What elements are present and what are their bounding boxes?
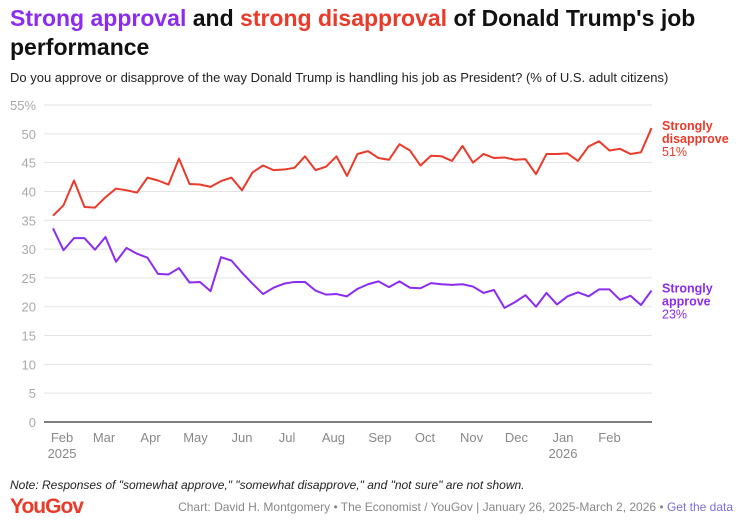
chart-credit: Chart: David H. Montgomery • The Economi…	[178, 500, 733, 514]
x-tick-label: Apr	[140, 430, 161, 445]
y-tick-label: 20	[22, 300, 36, 315]
x-tick-year: 2025	[48, 446, 77, 461]
y-tick-label: 10	[22, 357, 36, 372]
y-tick-label: 5	[29, 386, 36, 401]
title-and: and	[186, 5, 241, 31]
yougov-logo: YouGov	[10, 495, 84, 518]
series-label: Strongly	[662, 282, 713, 296]
series-label: Strongly	[662, 119, 713, 133]
chart-subtitle: Do you approve or disapprove of the way …	[10, 70, 669, 85]
series-line-disapprove	[52, 127, 653, 217]
series-label: approve	[662, 295, 711, 309]
y-tick-label: 55%	[10, 98, 36, 113]
x-tick-label: Jan	[553, 430, 574, 445]
x-tick-label: Jun	[232, 430, 253, 445]
x-tick-label: Oct	[415, 430, 436, 445]
chart-title: Strong approval and strong disapproval o…	[10, 4, 740, 62]
y-tick-label: 45	[22, 156, 36, 171]
y-tick-label: 15	[22, 329, 36, 344]
series-line-approve	[52, 227, 653, 309]
x-tick-label: Jul	[279, 430, 296, 445]
chart-note: Note: Responses of "somewhat approve," "…	[10, 478, 525, 492]
x-tick-label: Nov	[460, 430, 484, 445]
y-tick-label: 50	[22, 127, 36, 142]
x-tick-label: Sep	[368, 430, 391, 445]
y-tick-label: 35	[22, 213, 36, 228]
series-last-value: 23%	[662, 308, 687, 322]
x-tick-year: 2026	[549, 446, 578, 461]
x-tick-label: Mar	[93, 430, 116, 445]
y-tick-label: 40	[22, 184, 36, 199]
y-tick-label: 30	[22, 242, 36, 257]
title-disapproval: strong disapproval	[240, 5, 448, 31]
series-last-value: 51%	[662, 145, 687, 159]
title-approval: Strong approval	[10, 5, 187, 31]
get-data-link[interactable]: Get the data	[666, 500, 733, 514]
y-tick-label: 25	[22, 271, 36, 286]
x-tick-label: Aug	[322, 430, 345, 445]
x-tick-label: Feb	[51, 430, 73, 445]
x-tick-label: Feb	[598, 430, 620, 445]
y-tick-label: 0	[29, 415, 36, 430]
x-tick-label: May	[183, 430, 208, 445]
title-rest: of Donald Trump's job performance	[10, 5, 696, 60]
x-tick-label: Dec	[505, 430, 529, 445]
series-label: disapprove	[662, 132, 729, 146]
credit-text: Chart: David H. Montgomery • The Economi…	[178, 500, 667, 514]
